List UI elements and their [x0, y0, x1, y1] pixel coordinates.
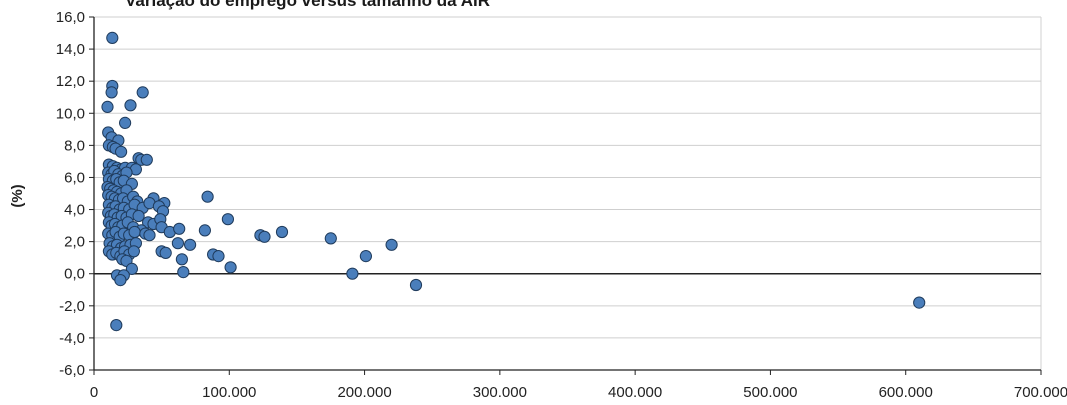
data-point: [124, 99, 137, 112]
x-tick-label: 500.000: [743, 384, 797, 401]
y-tick-label: 14,0: [56, 41, 85, 58]
y-tick-label: 2,0: [64, 234, 85, 251]
data-point: [171, 237, 184, 250]
y-tick-label: 4,0: [64, 202, 85, 219]
y-tick-label: 6,0: [64, 169, 85, 186]
data-point: [913, 296, 926, 309]
y-tick-label: 16,0: [56, 9, 85, 26]
data-point: [275, 225, 289, 239]
data-point: [125, 262, 138, 275]
x-tick-label: 0: [90, 384, 98, 401]
x-tick-label: 200.000: [337, 384, 391, 401]
data-point: [224, 261, 237, 274]
data-point: [201, 190, 214, 203]
y-tick-label: 10,0: [56, 105, 85, 122]
data-point: [110, 319, 123, 332]
data-point: [128, 225, 141, 239]
data-point: [119, 116, 132, 130]
data-point: [136, 86, 149, 99]
data-point: [409, 278, 423, 292]
data-point: [258, 230, 271, 243]
x-tick-labels: 0 100.000 200.000 300.000 400.000 500.000 600.…: [90, 384, 1067, 401]
x-tick-label: 300.000: [473, 384, 527, 401]
data-point: [173, 222, 186, 235]
y-axis-label: (%): [9, 184, 26, 207]
y-tick-label: 0,0: [64, 266, 85, 283]
chart-title: Variação do emprego versus tamanho da AI…: [125, 0, 490, 10]
data-point: [101, 100, 114, 114]
data-point: [106, 31, 119, 45]
data-point: [140, 153, 153, 166]
y-tick-label: -4,0: [59, 330, 85, 347]
data-point: [159, 246, 172, 259]
data-point: [359, 250, 372, 263]
y-tick-label: 12,0: [56, 73, 85, 90]
data-point: [221, 213, 234, 226]
data-point: [132, 209, 145, 223]
data-point: [346, 267, 359, 280]
x-tick-label: 700.000: [1014, 384, 1067, 401]
y-tick-labels: 16,0 14,0 12,0 10,0 8,0 6,0 4,0 2,0 0,0 -2,0 -4,0 -…: [56, 9, 85, 379]
x-tick-label: 600.000: [879, 384, 933, 401]
data-point: [114, 274, 127, 287]
data-point: [127, 245, 140, 258]
data-point: [324, 232, 337, 245]
y-tick-label: -6,0: [59, 362, 85, 379]
data-points: [101, 31, 926, 332]
x-tick-label: 100.000: [202, 384, 256, 401]
data-point: [115, 145, 128, 158]
data-point: [177, 266, 190, 279]
axes: [89, 16, 1042, 375]
data-point: [105, 86, 118, 99]
data-point: [143, 229, 156, 242]
y-tick-label: -2,0: [59, 298, 85, 315]
data-point: [198, 224, 211, 237]
x-tick-label: 400.000: [608, 384, 662, 401]
data-point: [385, 238, 398, 251]
data-point: [212, 250, 225, 263]
data-point: [184, 238, 197, 251]
y-tick-label: 8,0: [64, 137, 85, 154]
gridlines: [94, 16, 1042, 371]
data-point: [175, 253, 188, 266]
